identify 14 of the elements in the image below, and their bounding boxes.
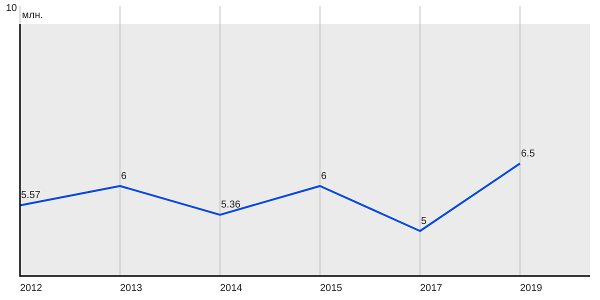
text: 10	[6, 2, 18, 14]
data-label: 6.5	[521, 148, 536, 160]
x-tick-label: 2019	[520, 282, 543, 294]
x-tick-label: 2015	[320, 282, 343, 294]
x-tick-label: 2012	[20, 282, 43, 294]
x-tick-label: 2013	[120, 282, 143, 294]
data-label: 6	[321, 170, 327, 182]
data-label: 5.36	[221, 200, 241, 211]
y-axis-title: млн.	[22, 10, 44, 21]
x-tick-label: 2017	[420, 282, 443, 294]
data-label: 5.57	[21, 190, 41, 202]
x-tick-label: 2014	[220, 282, 243, 294]
data-label: 6	[121, 170, 127, 182]
data-label: 5	[421, 216, 427, 227]
